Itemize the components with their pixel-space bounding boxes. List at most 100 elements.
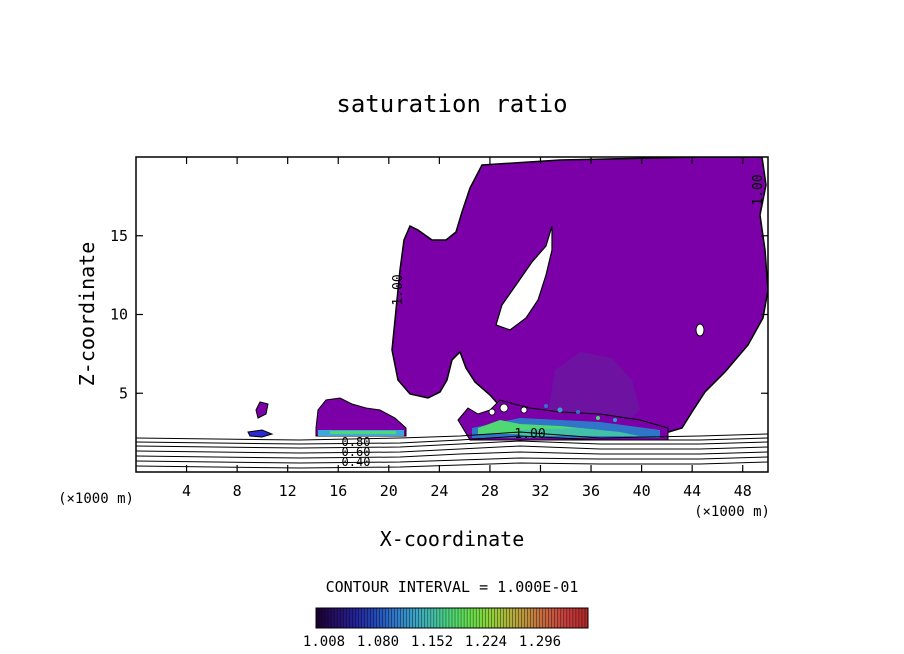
colorbar-swatch xyxy=(584,608,589,628)
colorbar-swatch xyxy=(464,608,468,628)
colorbar-swatch xyxy=(581,608,586,628)
colorbar-swatch xyxy=(557,608,562,628)
x-tick-label: 44 xyxy=(683,482,701,500)
contour-interval: CONTOUR INTERVAL = 1.000E-01 xyxy=(326,578,579,596)
colorbar-swatch xyxy=(542,608,546,628)
colorbar-swatch xyxy=(448,608,453,628)
x-tick-label: 20 xyxy=(380,482,398,500)
colorbar-swatch xyxy=(421,608,426,628)
chart-title: saturation ratio xyxy=(336,90,567,118)
colorbar-swatch xyxy=(433,608,438,628)
colorbar-swatch xyxy=(539,608,543,628)
colorbar-swatch xyxy=(379,608,383,628)
colorbar-swatch xyxy=(439,608,444,628)
colorbar-tick-label: 1.008 xyxy=(303,634,345,650)
colorbar-swatch xyxy=(548,608,553,628)
colorbar-swatch xyxy=(340,608,344,628)
colorbar-swatch xyxy=(328,608,332,628)
speckle xyxy=(499,403,509,413)
colorbar-tick-label: 1.296 xyxy=(519,634,561,650)
colorbar-swatch xyxy=(554,608,559,628)
colorbar-swatch xyxy=(349,608,353,628)
colorbar-swatch xyxy=(494,608,498,628)
colorbar-swatch xyxy=(524,608,528,628)
colorbar-swatch xyxy=(530,608,534,628)
colorbar-swatch xyxy=(512,608,516,628)
colorbar-swatch xyxy=(436,608,441,628)
colorbar-swatch xyxy=(566,608,571,628)
colorbar-swatch xyxy=(406,608,410,628)
colorbar-swatch xyxy=(391,608,395,628)
colorbar-swatch xyxy=(572,608,577,628)
colorbar-swatch xyxy=(575,608,580,628)
subsaturated-hole-small xyxy=(695,323,705,337)
speckle xyxy=(576,410,580,414)
colorbar-swatch xyxy=(385,608,389,628)
colorbar-swatch xyxy=(397,608,401,628)
colorbar-swatch xyxy=(479,608,483,628)
colorbar-swatch xyxy=(403,608,407,628)
colorbar-swatch xyxy=(482,608,486,628)
cloud-blob-2 xyxy=(247,429,274,438)
colorbar-tick-label: 1.080 xyxy=(357,634,399,650)
colorbar-swatch xyxy=(551,608,556,628)
core-region xyxy=(548,352,640,428)
colorbar-swatch xyxy=(337,608,341,628)
colorbar-swatch xyxy=(322,608,326,628)
colorbar-swatch xyxy=(445,608,450,628)
contour-label: 0.80 xyxy=(342,435,371,449)
contour-label: 0.40 xyxy=(342,455,371,469)
cloud-blob-3-core xyxy=(330,431,396,434)
colorbar-swatch xyxy=(500,608,504,628)
contour-label: 1.00 xyxy=(751,174,766,205)
contour-label: 0.60 xyxy=(342,445,371,459)
colorbar-swatch xyxy=(415,608,420,628)
colorbar-swatch xyxy=(319,608,323,628)
colorbar-swatch xyxy=(376,608,380,628)
colorbar-swatch xyxy=(361,608,365,628)
colorbar-swatch xyxy=(343,608,347,628)
x-tick-label: 4 xyxy=(182,482,191,500)
colorbar-swatch xyxy=(509,608,513,628)
colorbar-swatch xyxy=(506,608,510,628)
speckle xyxy=(557,407,563,413)
colorbar-frame xyxy=(315,607,589,629)
colorbar-swatch xyxy=(458,608,462,628)
y-tick-label: 10 xyxy=(110,306,128,324)
colorbar-swatch xyxy=(470,608,474,628)
colorbar-swatch xyxy=(442,608,447,628)
speckle xyxy=(520,406,528,414)
colorbar-swatch xyxy=(418,608,423,628)
colorbar-labels: 1.008 1.080 1.152 1.224 1.296 xyxy=(303,634,561,650)
colorbar-swatch xyxy=(352,608,356,628)
colorbar-swatch xyxy=(563,608,568,628)
colorbar-swatch xyxy=(476,608,480,628)
colorbar-swatch xyxy=(491,608,495,628)
colorbar-swatch xyxy=(331,608,335,628)
colorbar-swatch xyxy=(355,608,359,628)
colorbar-swatch xyxy=(382,608,386,628)
colorbar-swatch xyxy=(373,608,377,628)
colorbar-swatch xyxy=(485,608,489,628)
x-tick-label: 40 xyxy=(633,482,651,500)
x-tick-label: 16 xyxy=(329,482,347,500)
colorbar-swatch xyxy=(527,608,531,628)
colorbar-swatch xyxy=(409,608,414,628)
x-axis-label: X-coordinate xyxy=(380,527,525,551)
colorbar-swatch xyxy=(370,608,374,628)
colorbar-swatch xyxy=(560,608,565,628)
speckle xyxy=(613,418,617,422)
colorbar-swatch xyxy=(388,608,392,628)
colorbar-swatch xyxy=(473,608,477,628)
colorbar-swatch xyxy=(424,608,429,628)
x-unit-label: (×1000 m) xyxy=(694,504,770,520)
colorbar-swatch xyxy=(515,608,519,628)
subsaturated-hole xyxy=(495,225,553,331)
colorbar-swatch xyxy=(412,608,417,628)
colorbar-swatch xyxy=(430,608,435,628)
x-tick-label: 32 xyxy=(531,482,549,500)
colorbar-swatch xyxy=(521,608,525,628)
x-tick-label: 48 xyxy=(734,482,752,500)
colorbar-swatch xyxy=(578,608,583,628)
colorbar-swatch xyxy=(364,608,368,628)
